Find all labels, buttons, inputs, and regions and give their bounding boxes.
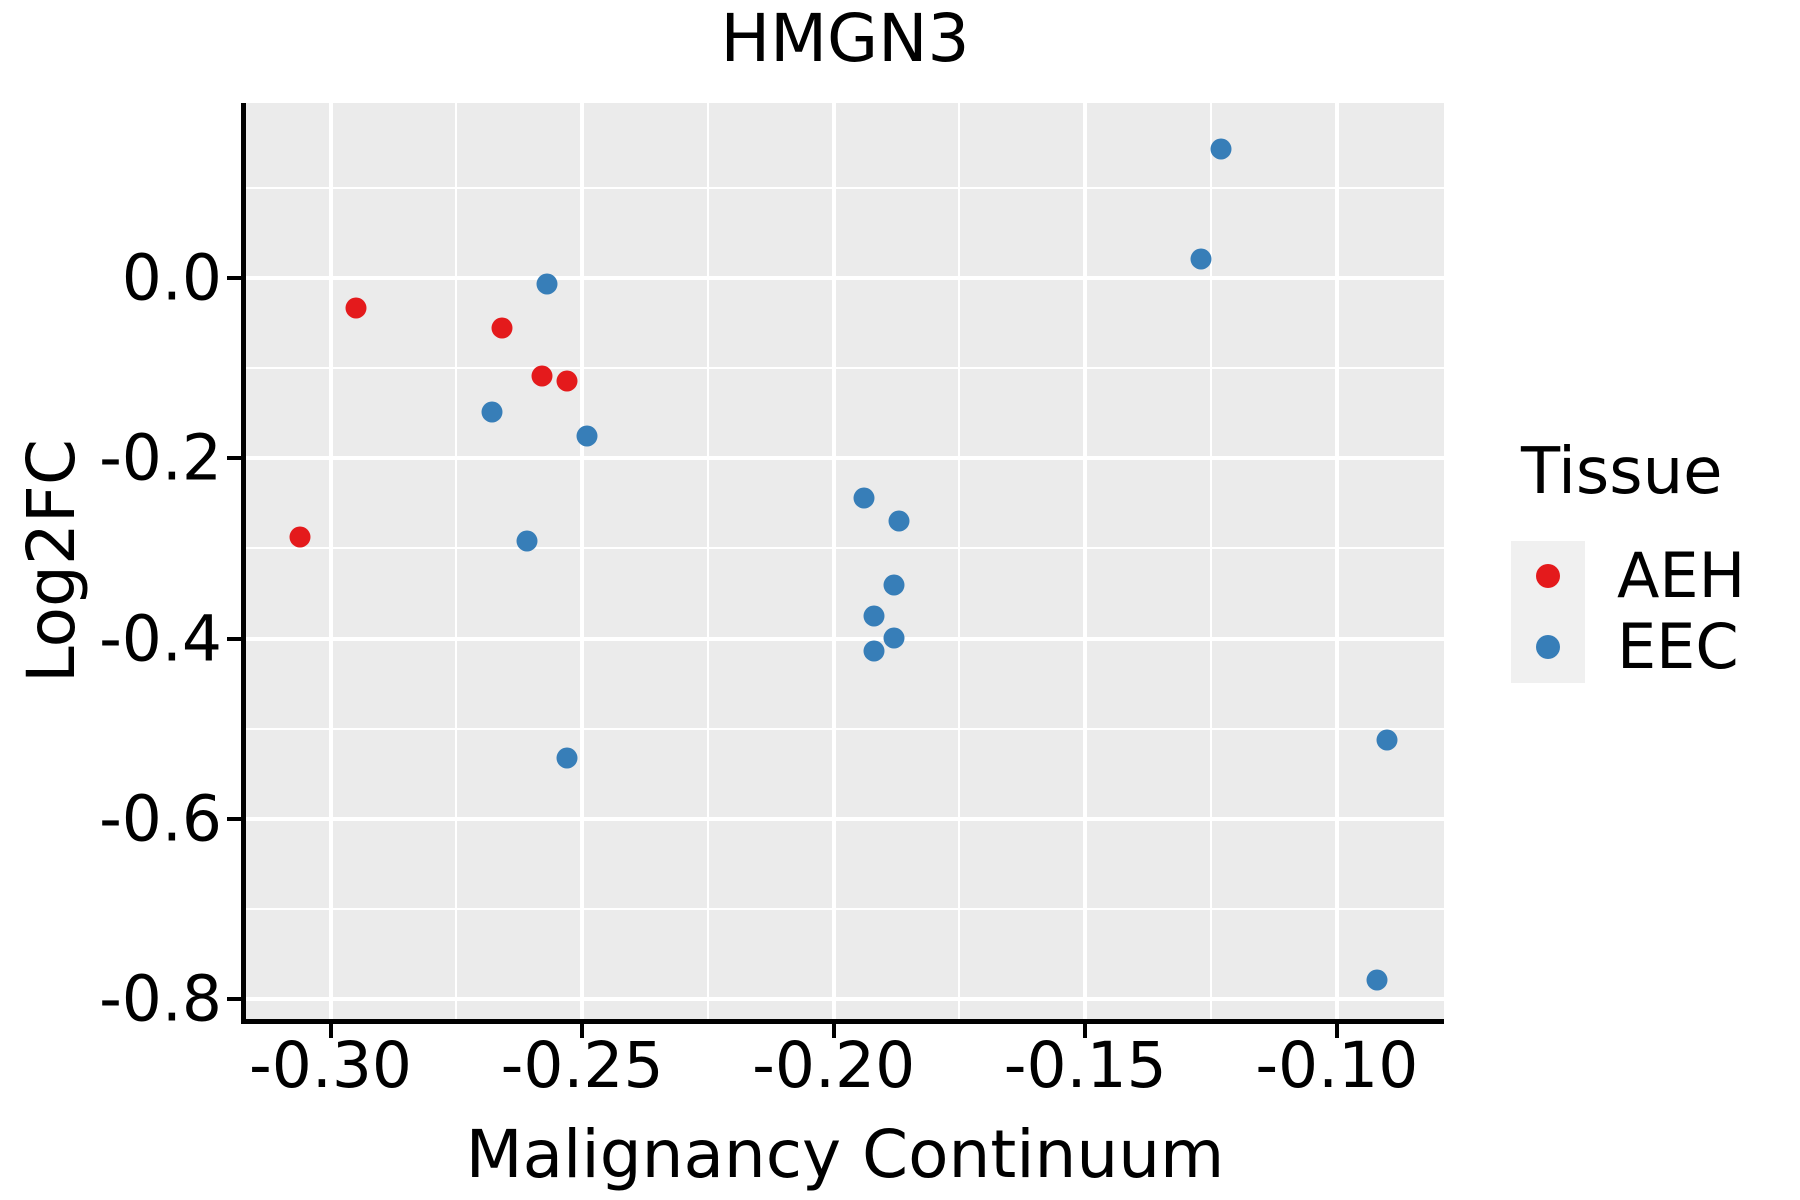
y-tick-label: -0.4	[99, 602, 222, 676]
x-minor-gridline	[1210, 103, 1213, 1019]
x-major-gridline	[1334, 103, 1339, 1019]
data-point-eec	[853, 487, 875, 509]
y-tick-label: -0.8	[99, 962, 222, 1036]
data-point-aeh	[531, 365, 553, 387]
legend-marker-aeh	[1536, 564, 1560, 588]
y-major-gridline	[246, 456, 1444, 461]
x-minor-gridline	[706, 103, 709, 1019]
y-tick-mark	[227, 996, 241, 1001]
y-major-gridline	[246, 816, 1444, 821]
data-point-aeh	[345, 297, 367, 319]
x-tick-label: -0.10	[1255, 1029, 1419, 1102]
x-major-gridline	[1083, 103, 1088, 1019]
y-tick-mark	[227, 276, 241, 281]
x-tick-label: -0.25	[500, 1029, 664, 1102]
data-point-eec	[888, 510, 910, 532]
y-axis-label: Log2FC	[13, 439, 90, 683]
x-tick-label: -0.15	[1003, 1029, 1167, 1102]
x-major-gridline	[831, 103, 836, 1019]
x-tick-mark	[831, 1024, 836, 1038]
data-point-aeh	[289, 526, 311, 548]
x-major-gridline	[328, 103, 333, 1019]
data-point-eec	[863, 640, 885, 662]
y-major-gridline	[246, 636, 1444, 641]
legend-label-eec: EEC	[1617, 610, 1739, 683]
data-point-eec	[883, 574, 905, 596]
y-tick-label: -0.6	[99, 782, 222, 856]
x-major-gridline	[580, 103, 585, 1019]
y-axis-line	[241, 103, 246, 1024]
legend-label-aeh: AEH	[1617, 539, 1746, 612]
data-point-aeh	[491, 317, 513, 339]
x-tick-mark	[1083, 1024, 1088, 1038]
x-minor-gridline	[958, 103, 961, 1019]
legend-title: Tissue	[1521, 435, 1723, 509]
y-minor-gridline	[246, 907, 1444, 910]
y-minor-gridline	[246, 547, 1444, 550]
x-minor-gridline	[455, 103, 458, 1019]
y-major-gridline	[246, 996, 1444, 1001]
x-tick-label: -0.20	[752, 1029, 916, 1102]
legend-marker-eec	[1536, 635, 1560, 659]
y-tick-mark	[227, 816, 241, 821]
data-point-eec	[1366, 969, 1388, 991]
data-point-eec	[1210, 138, 1232, 160]
data-point-eec	[863, 605, 885, 627]
data-point-eec	[516, 530, 538, 552]
y-tick-label: -0.2	[99, 421, 222, 495]
y-minor-gridline	[246, 727, 1444, 730]
x-axis-label: Malignancy Continuum	[465, 1116, 1225, 1193]
data-point-eec	[481, 401, 503, 423]
y-minor-gridline	[246, 367, 1444, 370]
data-point-eec	[556, 747, 578, 769]
data-point-eec	[536, 273, 558, 295]
data-point-eec	[1376, 729, 1398, 751]
data-point-aeh	[556, 370, 578, 392]
x-tick-mark	[580, 1024, 585, 1038]
data-point-eec	[576, 425, 598, 447]
plot-panel	[246, 103, 1444, 1019]
x-tick-mark	[328, 1024, 333, 1038]
x-axis-line	[241, 1019, 1444, 1024]
data-point-eec	[883, 627, 905, 649]
x-tick-label: -0.30	[249, 1029, 413, 1102]
y-major-gridline	[246, 276, 1444, 281]
y-tick-mark	[227, 636, 241, 641]
y-tick-mark	[227, 456, 241, 461]
y-minor-gridline	[246, 187, 1444, 190]
data-point-eec	[1190, 248, 1212, 270]
chart-title: HMGN3	[720, 0, 970, 77]
y-tick-label: 0.0	[121, 241, 222, 315]
x-tick-mark	[1334, 1024, 1339, 1038]
